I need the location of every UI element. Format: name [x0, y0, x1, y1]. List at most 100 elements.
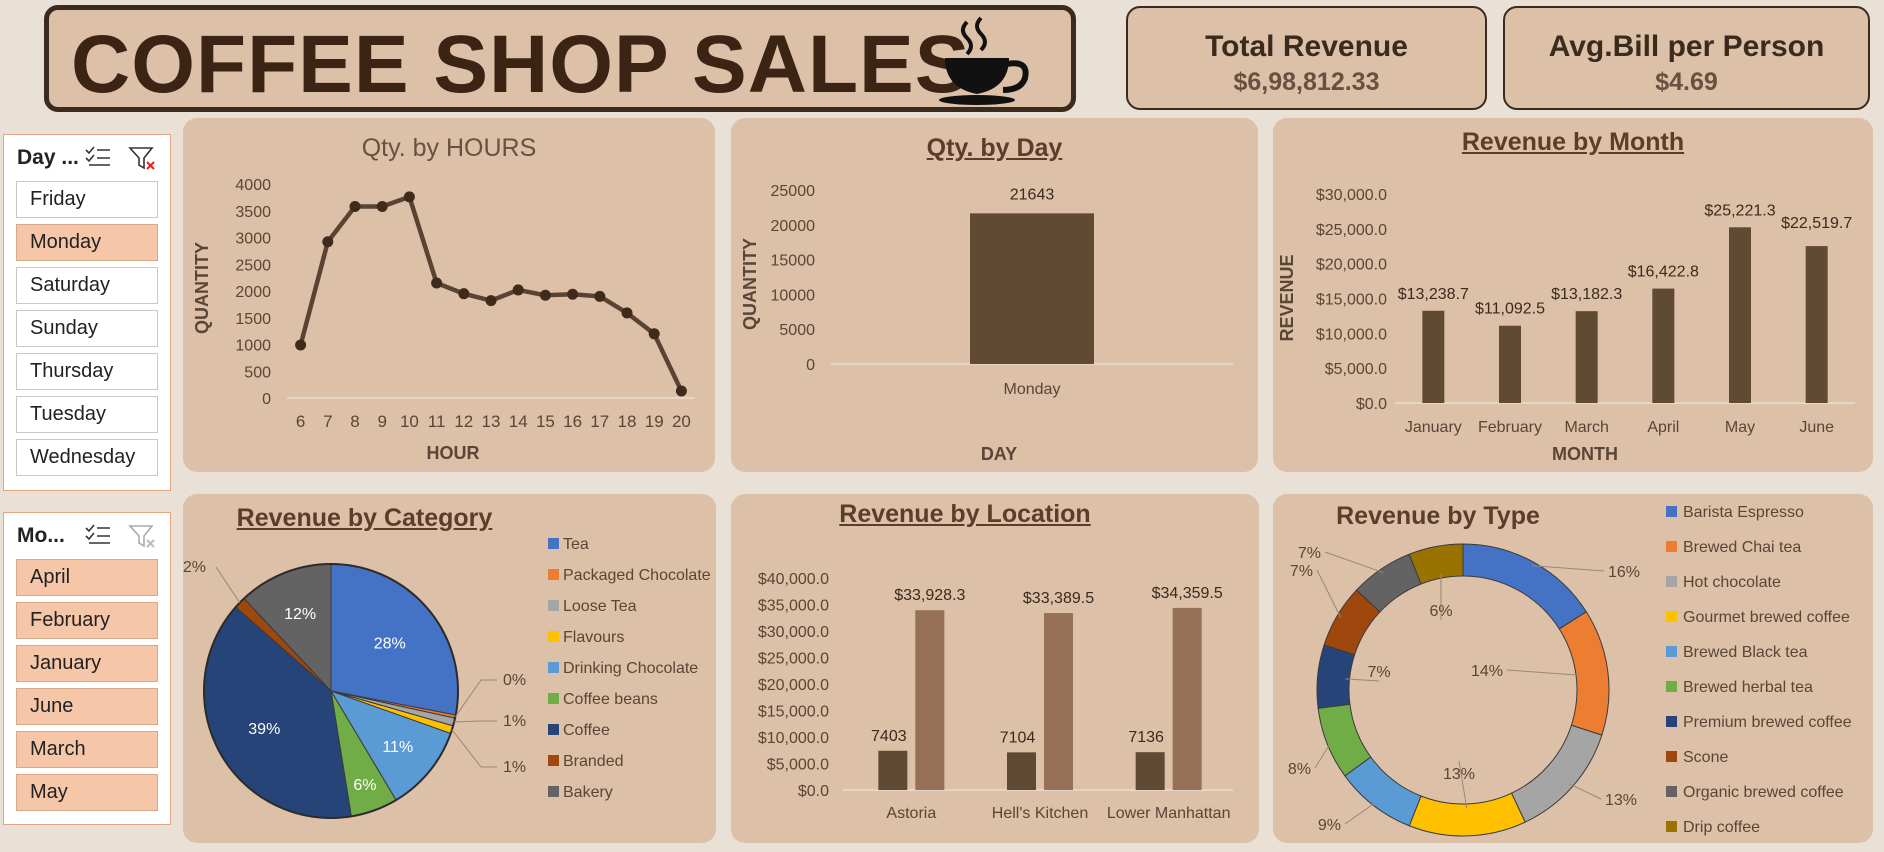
qty-by-day-panel: Qty. by Day 0 5000 10000 15000 20000 25000 216… [731, 118, 1258, 472]
data-point [539, 289, 551, 301]
month-slicer-items: April February January June March May [4, 559, 170, 811]
leader-line [1458, 760, 1468, 809]
data-label: 8% [1288, 761, 1311, 778]
legend-label: Tea [563, 536, 589, 553]
x-tick-label: April [1647, 419, 1679, 436]
legend-swatch [1666, 611, 1677, 622]
data-point [295, 339, 307, 351]
y-tick-label: 25000 [771, 183, 816, 200]
legend-label: Premium brewed coffee [1683, 714, 1852, 731]
y-axis-title: QUANTITY [192, 242, 212, 334]
legend-swatch [548, 631, 559, 642]
data-point [322, 236, 334, 248]
data-label: 7136 [1128, 729, 1164, 746]
day-slicer: Day ... Friday Monday Saturday Sunday Thursd… [3, 134, 171, 491]
day-slicer-item-monday[interactable]: Monday [16, 224, 158, 261]
legend-label: Drip coffee [1683, 819, 1760, 836]
x-tick-label: 9 [377, 412, 386, 431]
clear-filter-icon[interactable] [128, 145, 158, 173]
x-tick-label: 10 [400, 412, 419, 431]
data-point [403, 191, 415, 203]
data-label: $25,221.3 [1704, 202, 1775, 219]
donut-slice [1408, 543, 1464, 585]
day-slicer-item-sunday[interactable]: Sunday [16, 310, 158, 347]
x-tick-label: 6 [296, 412, 305, 431]
x-axis-title: DAY [981, 444, 1017, 464]
x-tick-label: 8 [350, 412, 359, 431]
data-label: 14% [1471, 663, 1503, 680]
multi-select-icon[interactable] [84, 145, 112, 169]
qty-by-day-chart: 0 5000 10000 15000 20000 25000 21643 Monday DAY Q… [740, 183, 1233, 464]
avg-bill-value: $4.69 [1655, 68, 1718, 96]
data-point [485, 295, 497, 307]
dashboard-title: COFFEE SHOP SALES [71, 19, 971, 110]
data-point [648, 328, 660, 340]
month-slicer-item-march[interactable]: March [16, 731, 158, 768]
day-slicer-item-friday[interactable]: Friday [16, 181, 158, 218]
clear-filter-icon[interactable] [128, 523, 158, 551]
legend-label: Bakery [563, 784, 613, 801]
month-slicer-title: Mo... [17, 524, 65, 547]
month-slicer-item-june[interactable]: June [16, 688, 158, 725]
revenue-by-category-title: Revenue by Category [236, 504, 493, 532]
legend-label: Barista Espresso [1683, 504, 1804, 521]
month-slicer-item-february[interactable]: February [16, 602, 158, 639]
data-label: 2% [183, 559, 206, 576]
y-tick-label: 0 [806, 357, 815, 374]
data-label: 39% [248, 721, 280, 738]
x-tick-label: January [1405, 419, 1462, 436]
legend-swatch [1666, 506, 1677, 517]
day-slicer-item-wednesday[interactable]: Wednesday [16, 439, 158, 476]
x-tick-label: 12 [454, 412, 473, 431]
day-slicer-item-saturday[interactable]: Saturday [16, 267, 158, 304]
qty-by-hours-panel: Qty. by HOURS 0 500 1000 1500 2000 2500 3000 35… [183, 118, 715, 472]
total-revenue-value: $6,98,812.33 [1233, 68, 1380, 96]
slicer-header: Day ... [4, 135, 170, 181]
data-label: 7403 [871, 728, 907, 745]
x-tick-label: Lower Manhattan [1107, 805, 1231, 822]
series-line [298, 194, 684, 393]
y-tick-label: 1000 [235, 338, 271, 355]
avg-bill-label: Avg.Bill per Person [1548, 30, 1825, 63]
x-axis-title: HOUR [427, 443, 480, 463]
y-tick-label: $30,000.0 [758, 624, 829, 641]
legend-swatch [548, 662, 559, 673]
donut-slice [1462, 543, 1587, 630]
day-slicer-item-tuesday[interactable]: Tuesday [16, 396, 158, 433]
data-label: 6% [353, 777, 376, 794]
y-tick-label: 20000 [771, 218, 816, 235]
month-slicer-item-may[interactable]: May [16, 774, 158, 811]
revenue-by-location-chart: $0.0 $5,000.0 $10,000.0 $15,000.0 $20,000.0 $… [758, 571, 1233, 822]
data-label: 0% [503, 672, 526, 689]
leader-line [454, 679, 497, 717]
y-axis-title: REVENUE [1277, 254, 1297, 341]
data-label: $22,519.7 [1781, 215, 1852, 232]
month-slicer-item-april[interactable]: April [16, 559, 158, 596]
y-tick-label: $35,000.0 [758, 598, 829, 615]
day-slicer-item-thursday[interactable]: Thursday [16, 353, 158, 390]
data-label: 6% [1429, 603, 1452, 620]
data-label: 7104 [1000, 729, 1036, 746]
data-label: $16,422.8 [1628, 264, 1699, 281]
bar [1805, 246, 1828, 403]
y-tick-label: $40,000.0 [758, 571, 829, 588]
qty-by-day-title: Qty. by Day [926, 134, 1063, 162]
leader-line [1324, 551, 1384, 574]
data-point [458, 288, 470, 300]
legend-label: Scone [1683, 749, 1728, 766]
legend-label: Coffee beans [563, 691, 658, 708]
bar [1135, 752, 1165, 790]
data-label: 7% [1367, 664, 1390, 681]
month-slicer-item-january[interactable]: January [16, 645, 158, 682]
data-label: $13,182.3 [1551, 286, 1622, 303]
bar [1575, 311, 1598, 403]
revenue-by-month-chart: $0.0 $5,000.0 $10,000.0 $15,000.0 $20,000.0 $… [1277, 187, 1855, 464]
revenue-by-location-title: Revenue by Location [839, 500, 1091, 528]
donut-slice [1408, 792, 1526, 837]
leader-line [451, 729, 497, 768]
multi-select-icon[interactable] [84, 523, 112, 547]
legend-swatch [1666, 646, 1677, 657]
legend-label: Branded [563, 753, 624, 770]
legend-swatch [1666, 821, 1677, 832]
legend-swatch [1666, 576, 1677, 587]
